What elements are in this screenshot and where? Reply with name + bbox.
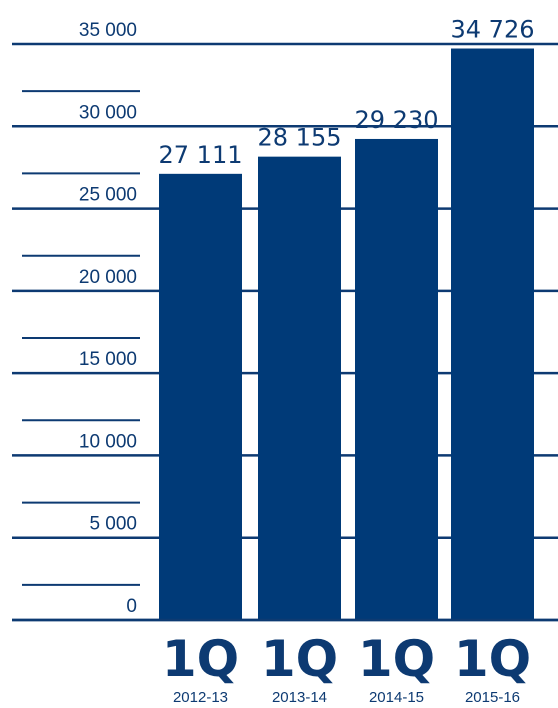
x-tick-label: 2012-13 [173,689,228,706]
y-tick-label: 0 [126,596,137,617]
y-tick-label: 25 000 [79,185,137,206]
x-tick-label: 2014-15 [369,689,424,706]
x-tick-label: 2015-16 [465,689,520,706]
y-tick-label: 30 000 [79,102,137,123]
bar-2013-14 [258,156,341,620]
quarter-label: 1Q [358,630,435,688]
x-tick-label: 2013-14 [272,689,327,706]
y-tick-label: 15 000 [79,349,137,370]
y-tick-label: 10 000 [79,431,137,452]
quarter-label: 1Q [454,630,531,688]
y-tick-label: 5 000 [89,514,137,535]
bar-2014-15 [355,138,438,621]
value-label: 34 726 [451,16,535,44]
y-tick-label: 35 000 [79,20,137,41]
value-label: 29 230 [355,106,439,134]
quarter-label: 1Q [162,630,239,688]
bar-2012-13 [159,173,242,621]
quarter-label: 1Q [261,630,338,688]
value-label: 28 155 [258,124,342,152]
y-tick-label: 20 000 [79,267,137,288]
bar-2015-16 [451,48,534,620]
value-label: 27 111 [159,141,243,169]
